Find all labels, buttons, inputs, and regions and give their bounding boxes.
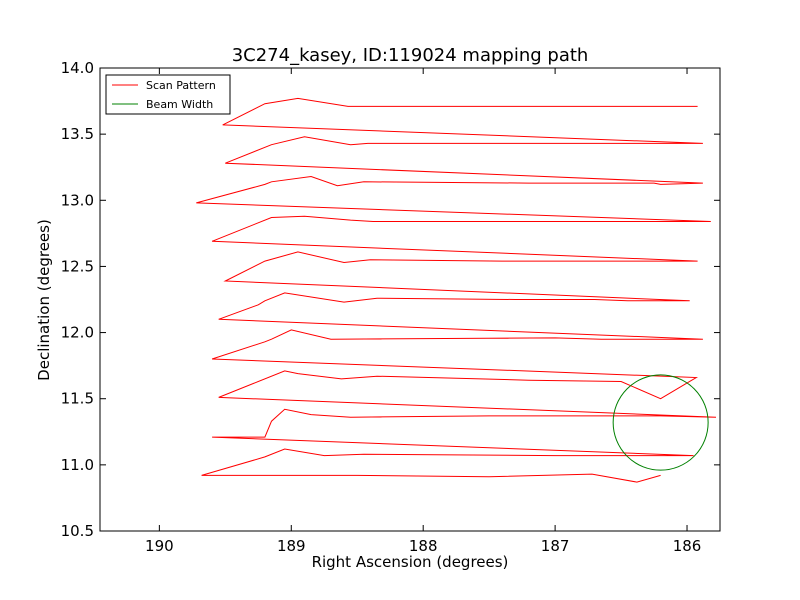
ticks: 190 189 188 187 186 10.5 11.0 11.5 12.0 12.5 13.0 1… — [61, 59, 720, 555]
x-tick-label: 190 — [145, 537, 174, 555]
beam-width-circle — [612, 374, 709, 471]
y-axis-label: Declination (degrees) — [35, 219, 53, 381]
x-tick-label: 189 — [277, 537, 306, 555]
y-tick-label: 11.0 — [61, 456, 94, 474]
y-tick-label: 12.0 — [61, 324, 94, 342]
y-tick-label: 12.5 — [61, 257, 94, 275]
y-tick-label: 14.0 — [61, 59, 94, 77]
chart-title: 3C274_kasey, ID:119024 mapping path — [232, 45, 589, 66]
axes-frame — [99, 67, 721, 532]
plot-area — [196, 97, 717, 483]
legend-label-scan-pattern: Scan Pattern — [146, 79, 216, 92]
legend-box — [105, 74, 231, 115]
x-tick-label: 187 — [541, 537, 570, 555]
x-tick-label: 186 — [673, 537, 702, 555]
legend: Scan Pattern Beam Width — [105, 74, 231, 115]
x-axis-label: Right Ascension (degrees) — [312, 553, 509, 571]
y-tick-label: 13.0 — [61, 191, 94, 209]
y-tick-label: 11.5 — [61, 390, 94, 408]
scan-pattern-line — [196, 97, 717, 483]
x-tick-label: 188 — [409, 537, 438, 555]
legend-label-beam-width: Beam Width — [146, 98, 213, 111]
y-tick-label: 13.5 — [61, 125, 94, 143]
y-tick-label: 10.5 — [61, 522, 94, 540]
